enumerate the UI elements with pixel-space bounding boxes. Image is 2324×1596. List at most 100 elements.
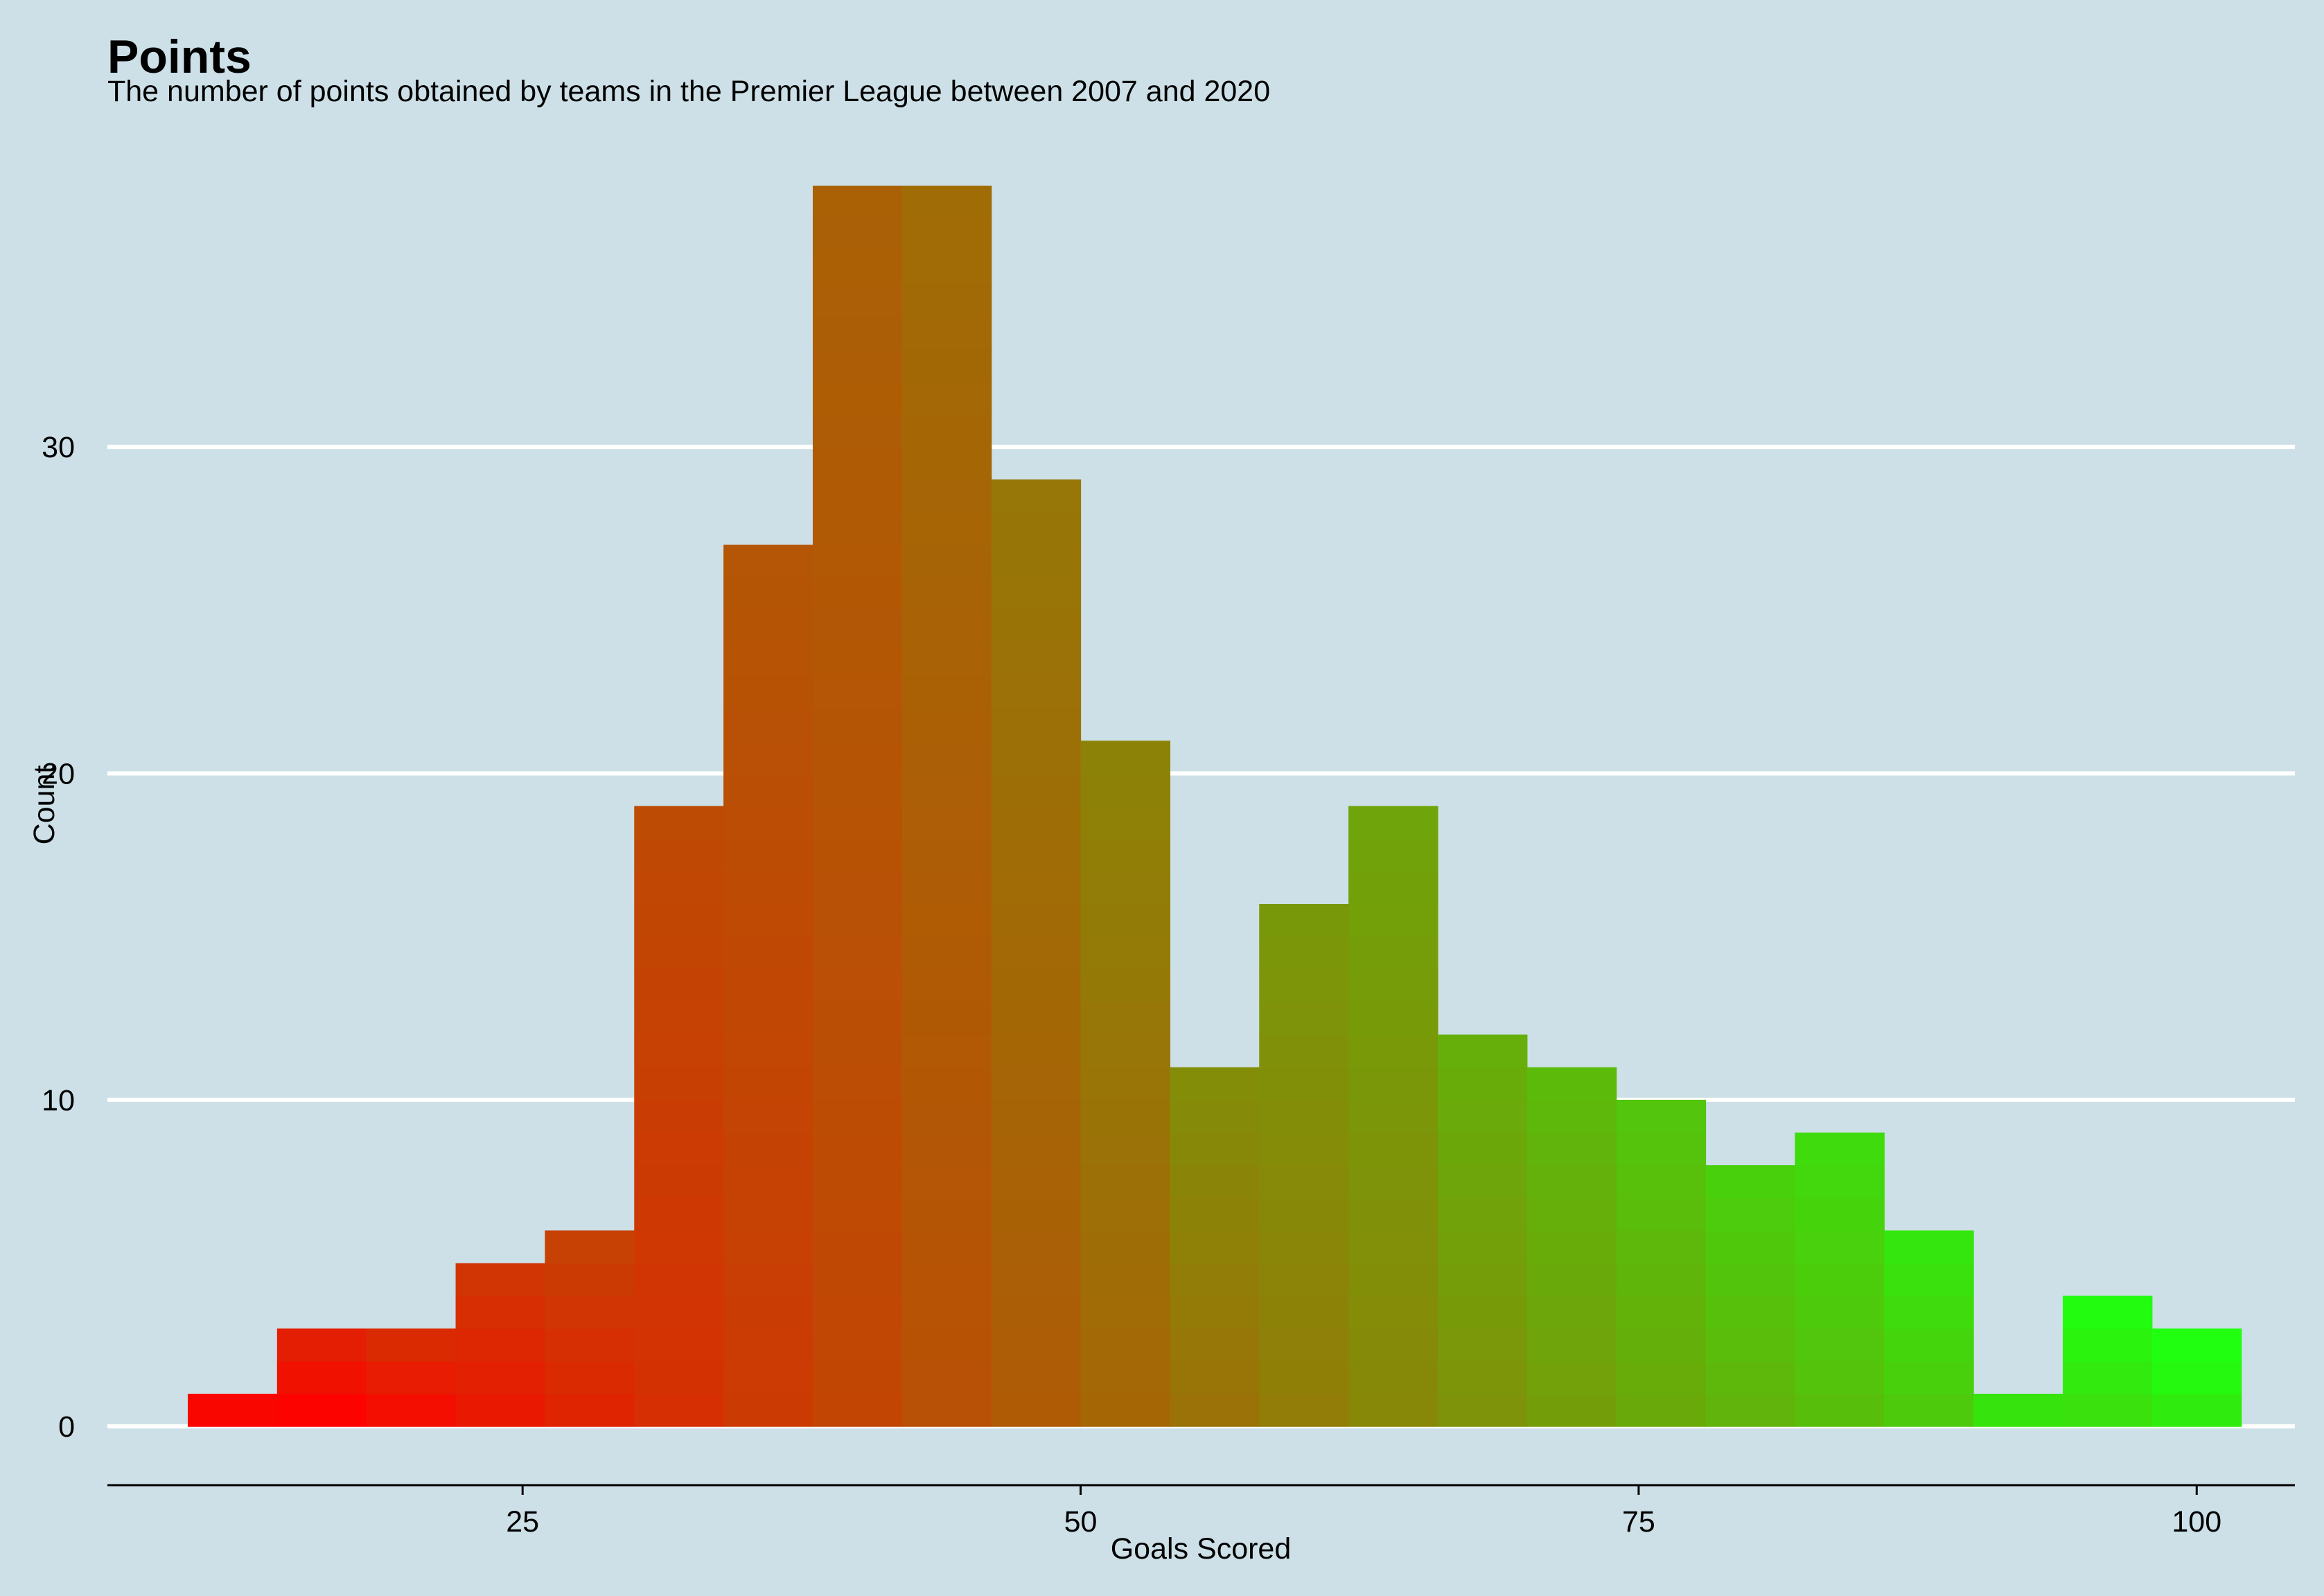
bar-segment [1795, 1132, 1885, 1166]
x-tick-label: 100 [2172, 1505, 2221, 1539]
bar-segment [991, 773, 1082, 807]
bar-segment [1080, 1328, 1170, 1362]
bar-segment [723, 708, 813, 741]
bar-segment [1437, 1328, 1528, 1362]
bar-segment [545, 1394, 635, 1427]
bar-segment [812, 1394, 903, 1427]
bar-segment [1259, 1230, 1349, 1264]
bar-segment [1705, 1295, 1795, 1329]
bar-segment [1170, 1099, 1260, 1133]
bar-segment [2062, 1394, 2153, 1427]
bar-segment [812, 447, 903, 480]
histogram-bar [901, 186, 992, 1427]
bar-segment [991, 675, 1082, 709]
bar-segment [1259, 1263, 1349, 1297]
bar-segment [723, 773, 813, 807]
bar-segment [901, 675, 992, 709]
bar-segment [1616, 1198, 1707, 1231]
bar-segment [1348, 1360, 1438, 1394]
bar-segment [276, 1394, 367, 1427]
bar-segment [723, 1034, 813, 1068]
bar-segment [991, 642, 1082, 676]
histogram-bar [187, 1394, 278, 1427]
bar-segment [812, 708, 903, 741]
bar-segment [455, 1360, 545, 1394]
bar-segment [812, 838, 903, 872]
bar-segment [1705, 1198, 1795, 1231]
bar-segment [723, 1295, 813, 1329]
bar-segment [901, 1198, 992, 1231]
bar-segment [812, 381, 903, 415]
bar-segment [1080, 1394, 1170, 1427]
bar-segment [1259, 969, 1349, 1002]
bar-segment [1080, 1263, 1170, 1297]
bar-segment [276, 1360, 367, 1394]
bar-segment [1348, 1394, 1438, 1427]
histogram-bar [1526, 1067, 1617, 1427]
bar-segment [1616, 1165, 1707, 1198]
bar-segment [812, 1295, 903, 1329]
bar-segment [1526, 1230, 1617, 1264]
bar-segment [991, 708, 1082, 741]
histogram-bar [723, 544, 813, 1427]
bar-segment [455, 1328, 545, 1362]
bar-segment [1705, 1360, 1795, 1394]
bar-segment [1080, 806, 1170, 840]
bar-segment [1705, 1263, 1795, 1297]
histogram-bar [455, 1263, 545, 1427]
bar-segment [1259, 1165, 1349, 1198]
bar-segment [634, 1328, 724, 1362]
bar-segment [634, 871, 724, 905]
bar-segment [901, 316, 992, 350]
bar-segment [991, 1002, 1082, 1036]
bar-segment [1259, 1198, 1349, 1231]
bar-segment [1526, 1067, 1617, 1101]
bar-segment [1884, 1295, 1974, 1329]
bar-segment [1437, 1067, 1528, 1101]
bar-segment [901, 1394, 992, 1427]
bar-segment [1080, 1360, 1170, 1394]
bar-segment [545, 1230, 635, 1264]
bar-segment [723, 610, 813, 644]
bar-segment [634, 1230, 724, 1264]
bar-segment [991, 577, 1082, 611]
bar-segment [1080, 1067, 1170, 1101]
bar-segment [1795, 1263, 1885, 1297]
bar-segment [1526, 1295, 1617, 1329]
bar-segment [812, 1165, 903, 1198]
histogram-bar [991, 479, 1082, 1427]
bar-segment [1170, 1263, 1260, 1297]
bar-segment [1616, 1394, 1707, 1427]
histogram-bar [1348, 806, 1438, 1427]
bar-segment [1705, 1230, 1795, 1264]
bar-segment [545, 1360, 635, 1394]
bar-segment [1437, 1165, 1528, 1198]
bar-segment [991, 1165, 1082, 1198]
bar-segment [1348, 871, 1438, 905]
bar-segment [1437, 1230, 1528, 1264]
bar-segment [1259, 1067, 1349, 1101]
bar-segment [901, 610, 992, 644]
bar-segment [634, 1165, 724, 1198]
x-axis-tick-labels: 25 50 75 100 [506, 1505, 2221, 1539]
bar-segment [634, 1394, 724, 1427]
bar-segment [1437, 1360, 1528, 1394]
y-axis-tick-labels: 0 10 20 30 [42, 431, 75, 1444]
bar-segment [634, 806, 724, 840]
bar-segment [634, 838, 724, 872]
x-axis-title: Goals Scored [1111, 1532, 1292, 1566]
bar-segment [1080, 773, 1170, 807]
bar-segment [1348, 1230, 1438, 1264]
bar-segment [1348, 1165, 1438, 1198]
bar-segment [1348, 1198, 1438, 1231]
bar-segment [901, 512, 992, 546]
bar-segment [1348, 1067, 1438, 1101]
histogram-bar [1259, 903, 1349, 1427]
histogram-bar [1437, 1034, 1528, 1427]
bar-segment [901, 479, 992, 513]
y-axis-title: Count [28, 765, 61, 845]
bar-segment [812, 610, 903, 644]
bar-segment [812, 283, 903, 317]
bar-segment [634, 1132, 724, 1166]
bar-segment [1884, 1328, 1974, 1362]
